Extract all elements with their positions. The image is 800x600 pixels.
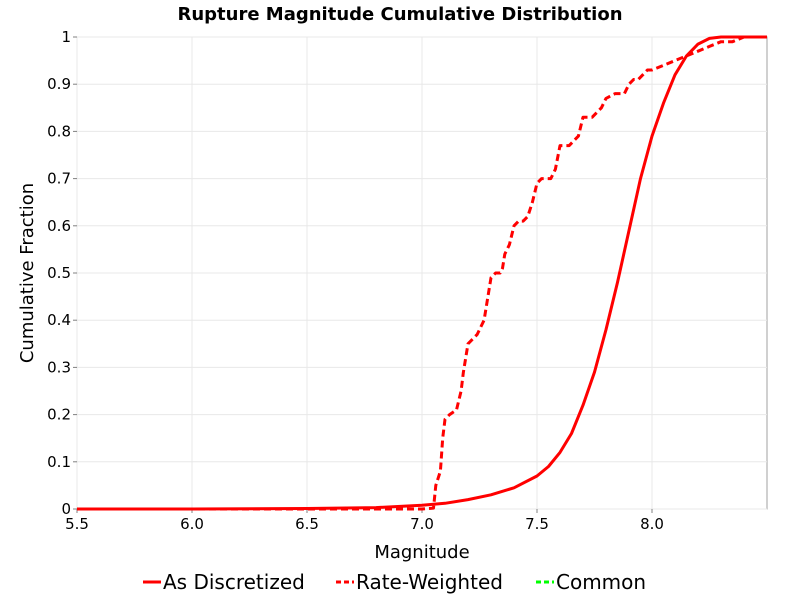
y-tick-label: 1 xyxy=(61,28,71,46)
x-tick-label: 5.5 xyxy=(65,515,89,533)
x-tick-label: 7.0 xyxy=(410,515,434,533)
x-tick-label: 7.5 xyxy=(525,515,549,533)
y-tick-label: 0.9 xyxy=(47,75,71,93)
series-layer xyxy=(77,35,767,511)
legend-label-common: Common xyxy=(556,570,646,594)
legend: As Discretized Rate-Weighted Common xyxy=(143,570,646,594)
y-axis-ticks: 0 0.1 0.2 0.3 0.4 0.5 0.6 0.7 0.8 0.9 1 xyxy=(47,28,77,518)
y-tick-label: 0.3 xyxy=(47,358,71,376)
x-axis-label: Magnitude xyxy=(374,542,469,563)
y-axis-label: Cumulative Fraction xyxy=(17,183,38,363)
y-tick-label: 0.1 xyxy=(47,453,71,471)
y-tick-label: 0.7 xyxy=(47,170,71,188)
series-line-as-discretized xyxy=(77,35,767,511)
y-tick-label: 0.4 xyxy=(47,311,71,329)
y-tick-label: 0.6 xyxy=(47,217,71,235)
x-axis-ticks: 5.5 6.0 6.5 7.0 7.5 8.0 xyxy=(65,509,664,533)
y-tick-label: 0.2 xyxy=(47,406,71,424)
chart-title: Rupture Magnitude Cumulative Distributio… xyxy=(177,4,622,25)
y-tick-label: 0.8 xyxy=(47,122,71,140)
x-tick-label: 6.5 xyxy=(295,515,319,533)
legend-label-rate-weighted: Rate-Weighted xyxy=(356,570,503,594)
legend-label-as-discretized: As Discretized xyxy=(163,570,305,594)
series-line-rate-weighted xyxy=(77,35,767,511)
y-tick-label: 0.5 xyxy=(47,264,71,282)
x-tick-label: 8.0 xyxy=(640,515,664,533)
y-tick-label: 0 xyxy=(61,500,71,518)
x-tick-label: 6.0 xyxy=(180,515,204,533)
